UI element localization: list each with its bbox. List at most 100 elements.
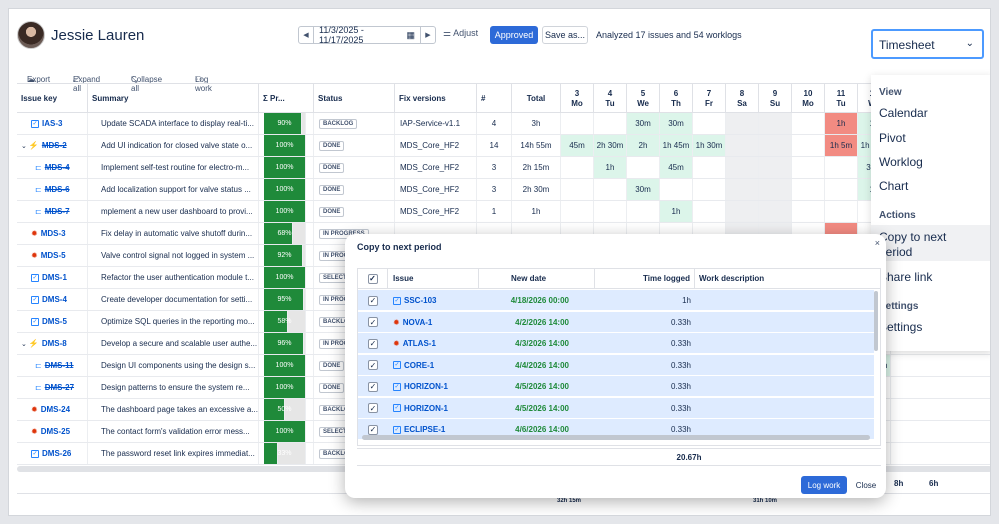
issue-key-cell[interactable]: ✓ DMS-5 — [17, 311, 88, 332]
col-work-description[interactable]: Work description — [695, 269, 879, 288]
issue-key-link[interactable]: MDS-6 — [44, 185, 70, 194]
dialog-issue-cell[interactable]: ✹ NOVA-1 — [393, 312, 479, 333]
menu-item-calendar[interactable]: Calendar — [879, 106, 928, 120]
day-cell[interactable]: 1h — [660, 201, 693, 222]
dialog-issue-link[interactable]: NOVA-1 — [402, 317, 433, 327]
dialog-row[interactable]: ✓ ✓ CORE-1 4/4/2026 14:00 0.33h — [358, 354, 874, 376]
dialog-time-cell[interactable]: 0.33h — [595, 419, 691, 440]
issue-key-cell[interactable]: ⌄ ⚡ MDS-2 — [17, 135, 88, 156]
issue-key-cell[interactable]: ⊏ DMS-11 — [17, 355, 88, 376]
day-cell[interactable] — [561, 201, 594, 222]
row-checkbox[interactable]: ✓ — [358, 355, 388, 376]
day-cell[interactable]: 1h — [825, 113, 858, 134]
dialog-date-cell[interactable]: 4/3/2026 14:00 — [479, 333, 595, 354]
issue-key-cell[interactable]: ✓ DMS-4 — [17, 289, 88, 310]
issue-key-link[interactable]: DMS-11 — [44, 361, 74, 370]
dialog-hscroll[interactable] — [362, 435, 870, 440]
day-cell[interactable] — [726, 179, 759, 200]
dialog-date-cell[interactable]: 4/6/2026 14:00 — [479, 419, 595, 440]
menu-item-share-link[interactable]: Share link — [879, 270, 933, 284]
day-cell[interactable] — [627, 201, 660, 222]
day-cell[interactable] — [858, 377, 891, 398]
header-checkbox[interactable]: ✓ — [358, 269, 388, 288]
col-issue-key[interactable]: Issue key — [17, 84, 88, 113]
col-time-logged[interactable]: Time logged — [595, 269, 695, 288]
issue-key-cell[interactable]: ⊏ MDS-6 — [17, 179, 88, 200]
day-cell[interactable]: 1h 5m — [825, 135, 858, 156]
day-cell[interactable] — [693, 223, 726, 244]
day-cell[interactable] — [759, 179, 792, 200]
day-cell[interactable] — [726, 135, 759, 156]
table-row[interactable]: ⊏ MDS-4 Implement self-test routine for el… — [17, 157, 990, 179]
day-cell[interactable] — [726, 201, 759, 222]
dialog-time-cell[interactable]: 0.33h — [595, 376, 691, 397]
day-cell[interactable] — [627, 157, 660, 178]
issue-key-link[interactable]: DMS-8 — [41, 339, 67, 348]
dialog-time-cell[interactable]: 0.33h — [595, 333, 691, 354]
dialog-issue-cell[interactable]: ✓ ECLIPSE-1 — [393, 419, 479, 440]
table-row[interactable]: ⌄ ⚡ MDS-2 Add UI indication for closed valv… — [17, 135, 990, 157]
day-cell[interactable] — [594, 179, 627, 200]
issue-key-cell[interactable]: ⊏ DMS-27 — [17, 377, 88, 398]
day-cell[interactable] — [759, 113, 792, 134]
dialog-date-cell[interactable]: 4/5/2026 14:00 — [479, 398, 595, 419]
col-new-date[interactable]: New date — [479, 269, 595, 288]
day-cell[interactable] — [693, 157, 726, 178]
day-cell[interactable]: 45m — [561, 135, 594, 156]
issue-key-cell[interactable]: ✹ DMS-24 — [17, 399, 88, 420]
col-total[interactable]: Total — [512, 84, 561, 113]
issue-key-link[interactable]: IAS-3 — [42, 119, 63, 128]
col-issue[interactable]: Issue — [388, 269, 479, 288]
table-row[interactable]: ⊏ MDS-7 mplement a new user dashboard to p… — [17, 201, 990, 223]
day-cell[interactable]: 1h 45m — [660, 135, 693, 156]
log-work-dialog-button[interactable]: Log work — [801, 476, 847, 494]
day-cell[interactable] — [693, 201, 726, 222]
issue-key-link[interactable]: MDS-4 — [44, 163, 70, 172]
dialog-time-cell[interactable]: 0.33h — [595, 312, 691, 333]
issue-key-link[interactable]: MDS-2 — [41, 141, 67, 150]
day-cell[interactable] — [825, 157, 858, 178]
row-checkbox[interactable]: ✓ — [358, 398, 388, 419]
close-button[interactable]: Close — [855, 480, 877, 490]
dialog-issue-cell[interactable]: ✓ CORE-1 — [393, 355, 479, 376]
day-cell[interactable]: 30m — [627, 113, 660, 134]
save-as-button[interactable]: Save as... — [542, 26, 588, 44]
day-cell[interactable] — [594, 201, 627, 222]
dialog-vscroll[interactable] — [874, 291, 878, 351]
day-cell[interactable]: 45m — [660, 157, 693, 178]
day-cell[interactable] — [792, 157, 825, 178]
dialog-issue-link[interactable]: CORE-1 — [404, 360, 435, 370]
table-row[interactable]: ✓ IAS-3 Update SCADA interface to display … — [17, 113, 990, 135]
row-checkbox[interactable]: ✓ — [358, 290, 388, 311]
day-cell[interactable] — [825, 201, 858, 222]
issue-key-cell[interactable]: ✹ DMS-25 — [17, 421, 88, 442]
dialog-row[interactable]: ✓ ✹ ATLAS-1 4/3/2026 14:00 0.33h — [358, 333, 874, 354]
next-period-icon[interactable]: ▶ — [425, 32, 431, 39]
dialog-time-cell[interactable]: 0.33h — [595, 355, 691, 376]
day-cell[interactable]: 1h 30m — [693, 135, 726, 156]
col-status[interactable]: Status — [314, 84, 395, 113]
col-progress[interactable]: Σ Pr... — [259, 84, 314, 113]
day-cell[interactable] — [594, 113, 627, 134]
day-cell[interactable] — [858, 399, 891, 420]
day-cell[interactable]: 1h — [594, 157, 627, 178]
day-cell[interactable]: 2h 30m — [594, 135, 627, 156]
dialog-issue-link[interactable]: ATLAS-1 — [402, 339, 436, 348]
day-cell[interactable] — [726, 113, 759, 134]
dialog-issue-link[interactable]: ECLIPSE-1 — [404, 425, 446, 434]
issue-key-cell[interactable]: ⌄ ⚡ DMS-8 — [17, 333, 88, 354]
issue-key-link[interactable]: DMS-4 — [42, 295, 67, 304]
day-cell[interactable] — [561, 179, 594, 200]
row-checkbox[interactable]: ✓ — [358, 376, 388, 397]
dialog-row[interactable]: ✓ ✓ HORIZON-1 4/5/2026 14:00 0.33h — [358, 397, 874, 419]
issue-key-link[interactable]: DMS-1 — [42, 273, 67, 282]
issue-key-cell[interactable]: ✓ IAS-3 — [17, 113, 88, 134]
dialog-date-cell[interactable]: 4/5/2026 14:00 — [479, 376, 595, 397]
dialog-row[interactable]: ✓ ✓ HORIZON-1 4/5/2026 14:00 0.33h — [358, 376, 874, 397]
dialog-time-cell[interactable]: 0.33h — [595, 398, 691, 419]
dialog-issue-cell[interactable]: ✓ HORIZON-1 — [393, 376, 479, 397]
day-cell[interactable] — [759, 135, 792, 156]
day-cell[interactable] — [792, 135, 825, 156]
day-cell[interactable] — [792, 223, 825, 244]
issue-key-link[interactable]: DMS-27 — [44, 383, 75, 392]
